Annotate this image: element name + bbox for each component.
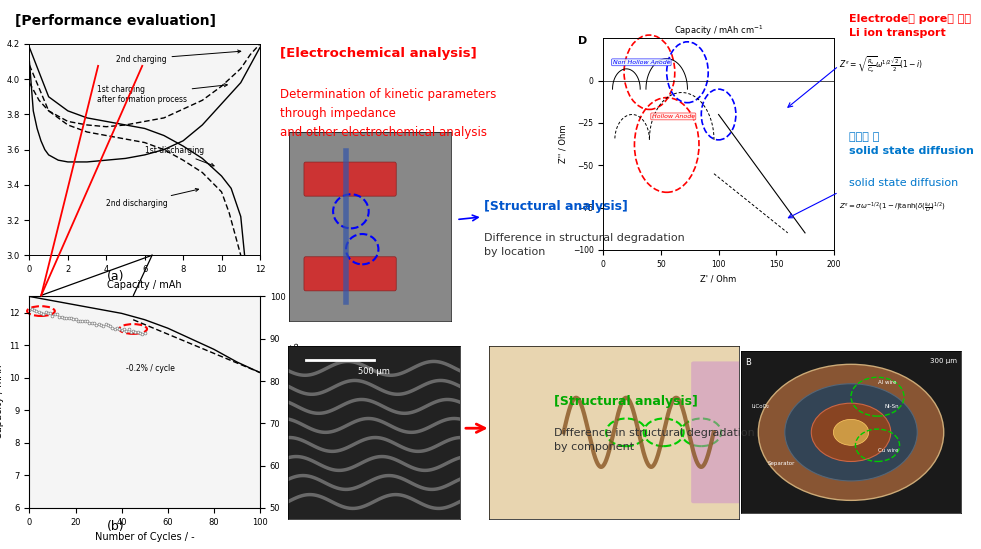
Text: Hollow Anode: Hollow Anode [651, 114, 695, 119]
Text: solid state diffusion: solid state diffusion [849, 178, 957, 188]
Y-axis label: Z'' / Ohm: Z'' / Ohm [558, 125, 567, 164]
Text: (b): (b) [107, 520, 125, 534]
Text: D: D [578, 36, 588, 46]
Text: [Structural analysis]: [Structural analysis] [484, 200, 628, 214]
Text: [Electrochemical analysis]: [Electrochemical analysis] [280, 47, 477, 60]
Circle shape [758, 365, 944, 500]
Text: B: B [746, 358, 750, 367]
Text: 300 μm: 300 μm [930, 358, 957, 364]
Text: LiCoO₂: LiCoO₂ [751, 404, 770, 409]
Text: Difference in structural degradation
by component: Difference in structural degradation by … [554, 428, 755, 452]
Text: 2nd discharging: 2nd discharging [106, 188, 198, 208]
Text: Al wire: Al wire [878, 380, 896, 385]
Y-axis label: Capacity / mAh: Capacity / mAh [0, 365, 4, 439]
Circle shape [833, 419, 869, 445]
Title: Capacity / mAh cm$^{-1}$: Capacity / mAh cm$^{-1}$ [674, 24, 763, 38]
Text: Non Hollow Anode: Non Hollow Anode [612, 60, 670, 65]
Text: Determination of kinetic parameters
through impedance
and other electrochemical : Determination of kinetic parameters thro… [280, 88, 496, 139]
Circle shape [811, 403, 891, 462]
Text: 활물질 내
solid state diffusion: 활물질 내 solid state diffusion [849, 132, 973, 156]
Text: Cu wire: Cu wire [878, 448, 898, 453]
Text: 1st charging
after formation process: 1st charging after formation process [97, 83, 228, 104]
Text: [Performance evaluation]: [Performance evaluation] [15, 14, 216, 28]
Text: Electrode내 pore를 통한
Li ion transport: Electrode내 pore를 통한 Li ion transport [849, 14, 970, 38]
FancyBboxPatch shape [304, 162, 396, 196]
X-axis label: Z' / Ohm: Z' / Ohm [700, 274, 737, 283]
X-axis label: Number of Cycles / -: Number of Cycles / - [95, 532, 194, 542]
Text: $Z'' = \sqrt{\frac{R_s}{C_e}} \omega^{1/2} \frac{\sqrt{2}}{2}(1-i)$: $Z'' = \sqrt{\frac{R_s}{C_e}} \omega^{1/… [839, 55, 923, 76]
Text: 1st discharging: 1st discharging [145, 146, 214, 166]
Text: Ni-Sn: Ni-Sn [884, 404, 899, 409]
Text: 500 μm: 500 μm [358, 367, 390, 376]
Text: Separator: Separator [767, 461, 795, 466]
Text: (a): (a) [107, 270, 125, 283]
Text: 2nd charging: 2nd charging [116, 50, 240, 64]
Y-axis label: Normalized Capacity / %: Normalized Capacity / % [291, 342, 301, 462]
Text: [Structural analysis]: [Structural analysis] [554, 395, 698, 408]
FancyBboxPatch shape [692, 361, 742, 503]
Circle shape [785, 384, 917, 481]
FancyBboxPatch shape [304, 257, 396, 291]
X-axis label: Capacity / mAh: Capacity / mAh [107, 279, 182, 289]
Text: $Z'' = \sigma\omega^{-1/2}(1-i)\tanh(\delta(\frac{i\omega}{D})^{1/2})$: $Z'' = \sigma\omega^{-1/2}(1-i)\tanh(\de… [839, 200, 946, 215]
Text: Difference in structural degradation
by location: Difference in structural degradation by … [484, 233, 685, 257]
Text: -0.2% / cycle: -0.2% / cycle [127, 364, 176, 373]
